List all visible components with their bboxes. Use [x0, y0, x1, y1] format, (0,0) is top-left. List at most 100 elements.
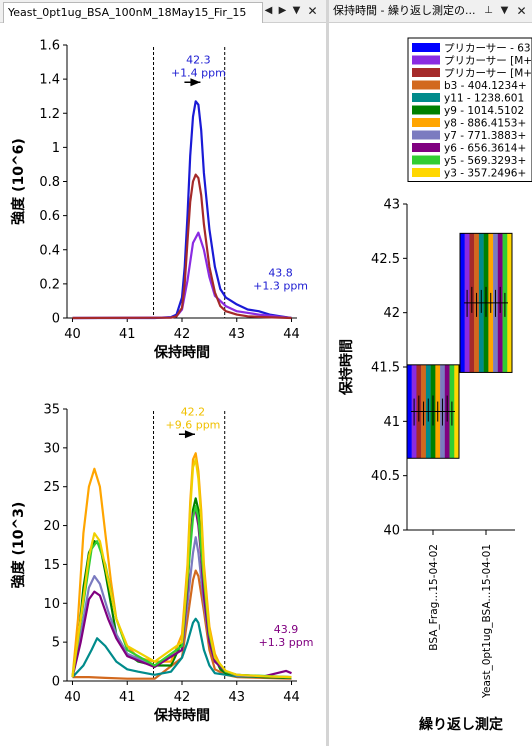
y-tick-label: 43	[383, 198, 400, 213]
y-tick-label: 40	[383, 524, 400, 539]
y-tick-label: 5	[52, 636, 60, 651]
y-tick-label: 41	[383, 415, 400, 430]
box-bar-0-10	[454, 364, 460, 459]
peak-annotation-time: 43.8	[268, 267, 293, 280]
x-tick-label: BSA_Frag...15-04-02	[428, 544, 440, 651]
legend-label: y6 - 656.3614+	[444, 143, 526, 155]
right-pane-title: 保持時間 - 繰り返し測定の...	[333, 4, 476, 17]
series-line-0	[72, 569, 292, 680]
y-tick-label: 0	[52, 675, 60, 690]
box-bar-1-10	[507, 233, 513, 373]
y-tick-label: 20	[43, 519, 60, 534]
legend-label: y11 - 1238.601	[444, 93, 524, 105]
scroll-right-icon[interactable]: ▶	[278, 5, 287, 16]
series-line-7	[71, 458, 292, 679]
chromatogram-pane: Yeast_0pt1ug_BSA_100nM_18May15_Fir_15 ◀ …	[0, 0, 326, 746]
legend-swatch	[412, 168, 440, 177]
y-tick-label: 10	[43, 597, 60, 612]
y-tick-label: 1.2	[39, 107, 60, 122]
close-icon[interactable]: ✕	[307, 4, 318, 18]
series-line-1	[71, 617, 292, 679]
x-tick-label: 43	[228, 327, 245, 342]
legend-swatch	[412, 143, 440, 152]
legend-swatch	[412, 68, 440, 77]
x-tick-label: 40	[64, 690, 81, 705]
y-tick-label: 42	[383, 306, 400, 321]
x-axis-title: 保持時間	[153, 344, 210, 361]
box-bar-1-0	[460, 233, 465, 373]
peak-annotation-ppm: +9.6 ppm	[166, 418, 221, 431]
box-outline-0	[406, 364, 460, 459]
peak-annotation-time: 43.9	[274, 623, 299, 636]
y-axis-title: 強度 (10^3)	[10, 502, 27, 589]
legend-swatch	[412, 93, 440, 102]
series-line-2	[72, 173, 292, 320]
y-tick-label: 25	[43, 480, 60, 495]
x-tick-label: 42	[174, 690, 191, 705]
y-axis-title: 強度 (10^6)	[10, 138, 27, 225]
box-outline-1	[459, 232, 513, 373]
y-tick-label: 1	[52, 141, 60, 156]
legend-label: y3 - 357.2496+	[444, 168, 526, 180]
right-tab-bar: 保持時間 - 繰り返し測定の... ▼ ⊥ ✕	[329, 0, 532, 23]
legend-swatch	[412, 130, 440, 140]
x-tick-label: 44	[283, 327, 300, 342]
close-icon[interactable]: ✕	[516, 4, 527, 18]
y-axis-title: 保持時間	[338, 339, 355, 396]
legend-label: プリカーサー - 63	[444, 43, 531, 55]
x-axis-title: 保持時間	[153, 707, 210, 724]
peak-annotation-time: 42.3	[186, 53, 211, 66]
y-tick-label: 42.5	[371, 252, 400, 267]
y-tick-label: 1.4	[39, 73, 60, 88]
left-tab-bar: Yeast_0pt1ug_BSA_100nM_18May15_Fir_15 ◀ …	[0, 0, 326, 23]
x-tick-label: 40	[64, 327, 81, 342]
legend-swatch	[412, 118, 440, 127]
fragment-chromatogram-chart[interactable]: 0 5 10 15 20 25 30 35 40 41 42 43 44 保持時間 強度 (10^3) 42.…	[0, 394, 326, 746]
document-tab-title: Yeast_0pt1ug_BSA_100nM_18May15_Fir_15	[8, 6, 247, 19]
peak-annotation-time: 42.2	[181, 405, 206, 418]
y-tick-label: 0.6	[39, 209, 60, 224]
y-tick-label: 0.8	[39, 175, 60, 190]
x-tick-label: 41	[119, 690, 136, 705]
legend-swatch	[412, 155, 440, 165]
legend-swatch	[412, 80, 440, 90]
legend-label: y7 - 771.3883+	[444, 130, 526, 142]
x-axis-title: 繰り返し測定	[419, 716, 503, 733]
x-tick-label: 41	[119, 327, 136, 342]
peak-annotation-ppm: +1.3 ppm	[253, 280, 308, 293]
y-tick-label: 41.5	[371, 361, 400, 376]
pin-icon[interactable]: ⊥	[484, 5, 493, 16]
precursor-chromatogram-chart[interactable]: 0 0.2 0.4 0.6 0.8 1 1.2 1.4 1.6 40 41 42 43 44 保持時間 強度 …	[0, 22, 326, 394]
x-tick-label: 44	[283, 690, 300, 705]
legend-swatch	[412, 43, 440, 52]
x-tick-label: 42	[174, 327, 191, 342]
pane-splitter[interactable]	[326, 0, 329, 746]
x-tick-label: 43	[228, 690, 245, 705]
peak-flag-icon	[184, 430, 195, 439]
peak-flag-icon	[190, 78, 201, 87]
y-tick-label: 40.5	[371, 469, 400, 484]
box-bar-0-0	[407, 364, 412, 459]
legend-label: プリカーサー [M+	[444, 68, 532, 80]
legend-label: y5 - 569.3293+	[444, 155, 526, 167]
y-tick-label: 15	[43, 558, 60, 573]
y-tick-label: 30	[43, 441, 60, 456]
peak-annotation-ppm: +1.3 ppm	[259, 636, 314, 649]
y-tick-label: 35	[43, 403, 60, 418]
y-tick-label: 0.4	[39, 243, 60, 258]
document-tab[interactable]: Yeast_0pt1ug_BSA_100nM_18May15_Fir_15	[3, 2, 263, 23]
y-tick-label: 1.6	[39, 39, 60, 54]
legend-swatch	[412, 105, 440, 115]
dropdown-arrow-icon[interactable]: ▼	[500, 5, 509, 16]
legend-swatch	[412, 55, 440, 65]
y-tick-label: 0	[52, 312, 60, 327]
legend-label: b3 - 404.1234+	[444, 80, 527, 92]
legend-label: y8 - 886.4153+	[444, 118, 526, 130]
legend-label: y9 - 1014.5102	[444, 105, 524, 117]
retention-times-pane: 保持時間 - 繰り返し測定の... ▼ ⊥ ✕ 40 40.5 41 41.5 42 42…	[329, 0, 532, 746]
dropdown-arrow-icon[interactable]: ▼	[292, 5, 301, 16]
y-tick-label: 0.2	[39, 277, 60, 292]
x-tick-label: Yeast_0pt1ug_BSA...15-04-01	[481, 544, 493, 699]
scroll-left-icon[interactable]: ◀	[264, 5, 273, 16]
